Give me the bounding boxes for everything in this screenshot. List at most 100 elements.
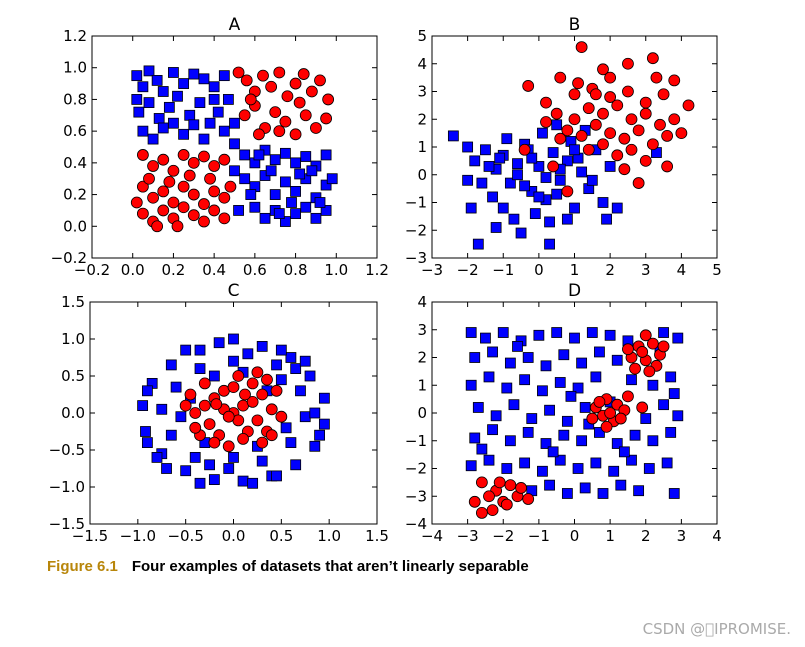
circle-point bbox=[269, 106, 282, 119]
square-point bbox=[490, 222, 502, 233]
square-point bbox=[194, 97, 206, 108]
square-point bbox=[265, 165, 277, 177]
square-point bbox=[147, 133, 159, 145]
square-point bbox=[306, 165, 318, 177]
square-point bbox=[504, 357, 516, 369]
square-point bbox=[275, 374, 287, 386]
circle-point bbox=[147, 191, 159, 204]
circle-point bbox=[256, 436, 269, 449]
square-point bbox=[137, 400, 149, 412]
circle-point bbox=[604, 407, 617, 419]
square-point bbox=[672, 332, 684, 344]
square-point bbox=[469, 155, 481, 167]
circle-point bbox=[198, 399, 211, 412]
circle-point bbox=[515, 482, 527, 494]
square-point bbox=[194, 477, 206, 489]
square-point bbox=[658, 327, 669, 338]
circle-point bbox=[187, 156, 200, 169]
x-tick-label: 0.5 bbox=[269, 527, 293, 545]
x-tick-label: 0.0 bbox=[222, 527, 246, 545]
square-point bbox=[540, 360, 552, 372]
square-point bbox=[487, 191, 498, 203]
circle-point bbox=[273, 66, 286, 79]
square-point bbox=[558, 429, 570, 441]
y-tick-label: −1 bbox=[405, 432, 427, 450]
circle-point bbox=[289, 128, 302, 141]
square-point bbox=[476, 177, 488, 189]
circle-point bbox=[265, 429, 278, 442]
x-tick-label: −1.5 bbox=[72, 527, 108, 545]
y-tick-label: 0.4 bbox=[63, 154, 87, 172]
circle-point bbox=[167, 164, 180, 177]
square-point bbox=[561, 488, 573, 499]
circle-point bbox=[604, 127, 617, 140]
square-point bbox=[178, 128, 190, 140]
circle-point bbox=[177, 180, 190, 193]
y-tick-label: 2 bbox=[417, 349, 427, 367]
square-point bbox=[551, 327, 563, 338]
square-point bbox=[522, 427, 534, 438]
circle-point bbox=[522, 80, 535, 92]
circle-point bbox=[682, 99, 695, 112]
circle-point bbox=[572, 77, 584, 90]
y-tick-label: 3 bbox=[417, 321, 427, 339]
circle-point bbox=[299, 109, 312, 122]
square-point bbox=[604, 329, 616, 341]
figure-caption-text: Four examples of datasets that aren’t li… bbox=[131, 558, 529, 575]
x-tick-label: 1.0 bbox=[317, 527, 341, 545]
circle-point bbox=[622, 343, 634, 356]
x-tick-label: −4 bbox=[421, 527, 443, 545]
square-point bbox=[137, 125, 149, 137]
x-tick-label: 4 bbox=[677, 261, 687, 279]
square-point bbox=[228, 355, 239, 367]
y-tick-label: 0.8 bbox=[63, 90, 87, 108]
square-point bbox=[285, 437, 297, 449]
circle-point bbox=[183, 169, 196, 182]
square-point bbox=[554, 174, 566, 186]
circle-point bbox=[208, 436, 221, 449]
square-point bbox=[194, 363, 206, 375]
x-tick-label: −0.5 bbox=[167, 527, 203, 545]
square-point bbox=[551, 188, 563, 200]
square-point bbox=[544, 479, 555, 491]
square-point bbox=[320, 149, 332, 161]
square-point bbox=[172, 90, 183, 102]
circle-point bbox=[622, 85, 634, 98]
square-point bbox=[586, 174, 598, 186]
circle-point bbox=[639, 329, 652, 342]
x-tick-label: 0.8 bbox=[284, 261, 308, 279]
square-point bbox=[668, 488, 680, 499]
circle-point bbox=[293, 96, 306, 109]
square-point bbox=[611, 438, 623, 449]
square-point bbox=[572, 382, 584, 394]
circle-point bbox=[251, 414, 264, 427]
square-point bbox=[309, 440, 321, 452]
y-tick-label: 1.0 bbox=[63, 59, 87, 77]
square-point bbox=[490, 410, 502, 422]
square-point bbox=[269, 189, 281, 200]
square-point bbox=[512, 158, 523, 170]
square-point bbox=[597, 197, 609, 208]
square-point bbox=[647, 435, 659, 447]
circle-point bbox=[575, 41, 588, 53]
square-point bbox=[544, 238, 555, 250]
x-tick-label: −1 bbox=[492, 261, 514, 279]
square-point bbox=[223, 463, 235, 474]
circle-point bbox=[177, 201, 190, 214]
square-point bbox=[537, 127, 548, 139]
x-tick-label: −3 bbox=[457, 527, 479, 545]
square-point bbox=[157, 86, 169, 97]
circle-point bbox=[184, 388, 197, 401]
square-point bbox=[165, 359, 177, 371]
circle-point bbox=[187, 188, 200, 201]
square-point bbox=[300, 151, 312, 162]
circle-point bbox=[561, 124, 574, 137]
square-point bbox=[153, 113, 165, 124]
panel-title-A: A bbox=[229, 15, 241, 35]
square-point bbox=[156, 403, 168, 415]
square-point bbox=[198, 133, 210, 145]
circle-point bbox=[251, 366, 264, 379]
square-point bbox=[165, 429, 177, 441]
plot-area-C bbox=[137, 333, 330, 489]
circle-point bbox=[297, 68, 310, 80]
